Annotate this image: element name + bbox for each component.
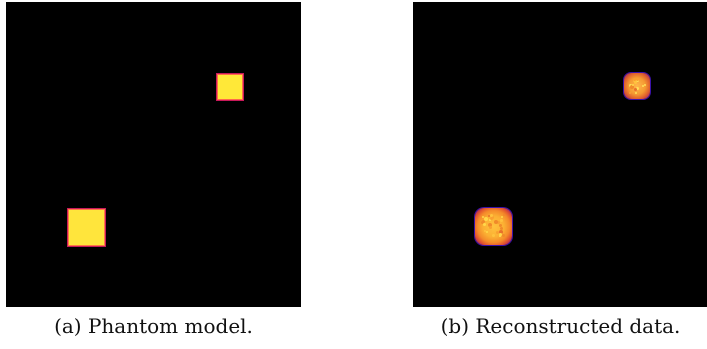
noise-speck [490,214,494,218]
noise-speck [500,219,504,222]
reconstructed-data-image [413,2,707,307]
noise-speck [630,84,635,89]
noise-speck [503,214,506,217]
noise-speck [499,223,503,227]
noise-speck [482,220,486,224]
noise-speck [634,88,638,92]
noise-speck [489,219,492,222]
noise-speck [487,214,490,217]
noise-speck [631,84,634,87]
noise-speck [491,234,495,237]
reconstructed-small-blob [624,73,650,99]
phantom-small-square [217,74,243,100]
panel-reconstructed-data: (b) Reconstructed data. [413,0,707,349]
noise-speck [635,78,639,82]
noise-speck [481,215,484,218]
noise-speck [633,78,637,82]
panel-phantom-model: (a) Phantom model. [6,0,301,349]
noise-speck [634,81,638,85]
noise-speck [636,87,640,91]
noise-speck [496,231,500,235]
noise-speck [499,232,503,236]
noise-speck [502,233,506,237]
noise-speck [499,234,502,237]
noise-speck [494,219,499,224]
noise-speck [635,92,638,95]
noise-speck [489,225,493,229]
reconstructed-large-blob [475,208,512,245]
noise-speck [483,217,488,222]
noise-speck [482,222,486,226]
noise-speck [500,226,504,230]
noise-speck [643,84,646,87]
phantom-large-square [68,209,105,246]
noise-speck [487,223,492,228]
noise-speck [499,229,504,234]
noise-speck [490,216,494,220]
noise-speck [501,215,504,218]
noise-speck [484,230,487,233]
caption-b: (b) Reconstructed data. [440,314,681,338]
noise-speck [486,231,489,234]
noise-speck [497,221,501,225]
noise-speck [628,91,631,94]
phantom-model-image [6,2,301,307]
caption-a: (a) Phantom model. [54,314,253,338]
noise-speck [642,84,645,87]
noise-speck [490,229,493,232]
